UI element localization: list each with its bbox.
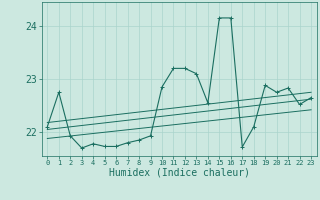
X-axis label: Humidex (Indice chaleur): Humidex (Indice chaleur) <box>109 168 250 178</box>
